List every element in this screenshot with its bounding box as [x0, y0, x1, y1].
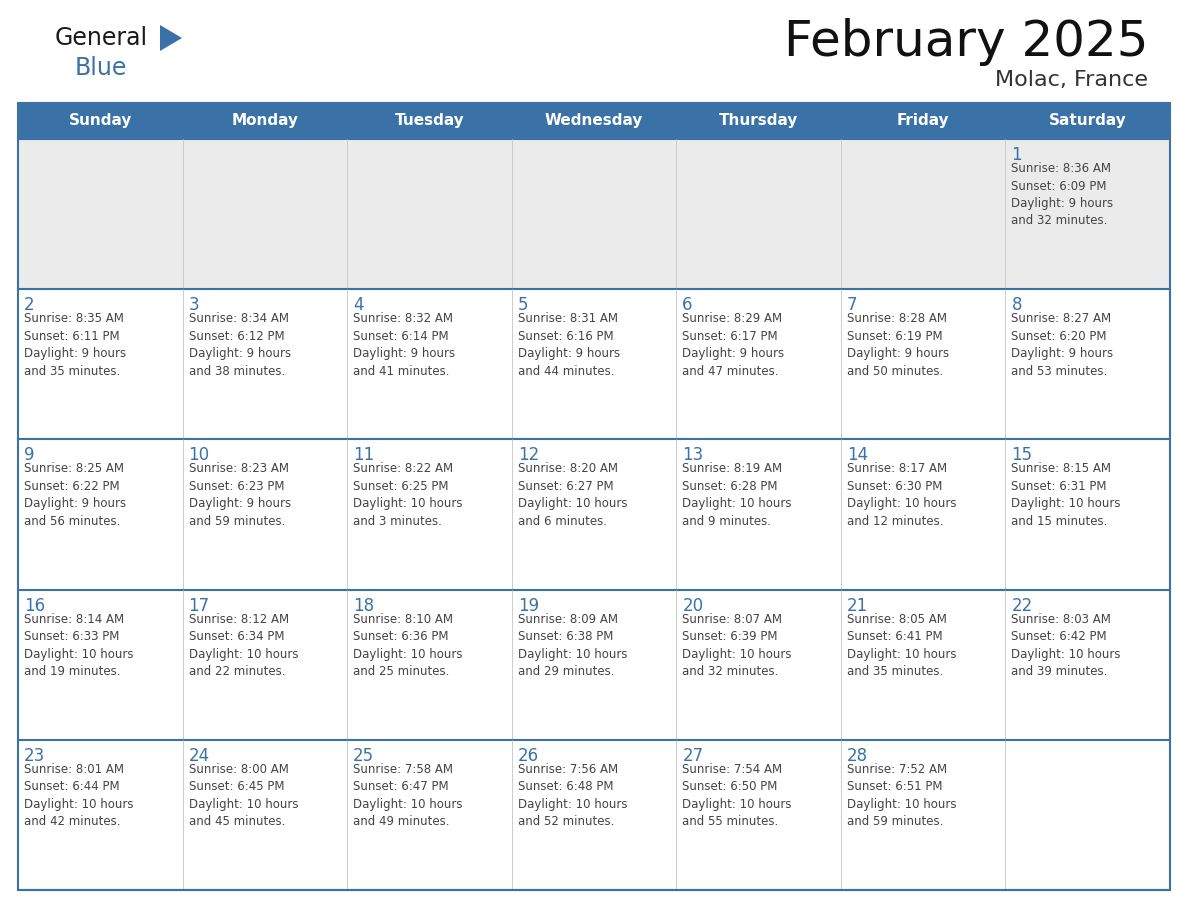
Text: 3: 3: [189, 297, 200, 314]
Text: Friday: Friday: [897, 114, 949, 129]
Bar: [18, 103, 1170, 139]
Text: Molac, France: Molac, France: [996, 70, 1148, 90]
Text: 1: 1: [1011, 146, 1022, 164]
Text: Sunrise: 8:17 AM
Sunset: 6:30 PM
Daylight: 10 hours
and 12 minutes.: Sunrise: 8:17 AM Sunset: 6:30 PM Dayligh…: [847, 463, 956, 528]
Text: Thursday: Thursday: [719, 114, 798, 129]
Text: Sunday: Sunday: [69, 114, 132, 129]
Text: Sunrise: 8:25 AM
Sunset: 6:22 PM
Daylight: 9 hours
and 56 minutes.: Sunrise: 8:25 AM Sunset: 6:22 PM Dayligh…: [24, 463, 126, 528]
Text: Sunrise: 8:03 AM
Sunset: 6:42 PM
Daylight: 10 hours
and 39 minutes.: Sunrise: 8:03 AM Sunset: 6:42 PM Dayligh…: [1011, 612, 1121, 678]
Text: 22: 22: [1011, 597, 1032, 614]
Text: Sunrise: 8:29 AM
Sunset: 6:17 PM
Daylight: 9 hours
and 47 minutes.: Sunrise: 8:29 AM Sunset: 6:17 PM Dayligh…: [682, 312, 784, 377]
Text: 9: 9: [24, 446, 34, 465]
Bar: [18, 589, 1170, 740]
Text: Sunrise: 8:14 AM
Sunset: 6:33 PM
Daylight: 10 hours
and 19 minutes.: Sunrise: 8:14 AM Sunset: 6:33 PM Dayligh…: [24, 612, 133, 678]
Text: Sunrise: 7:54 AM
Sunset: 6:50 PM
Daylight: 10 hours
and 55 minutes.: Sunrise: 7:54 AM Sunset: 6:50 PM Dayligh…: [682, 763, 791, 828]
Text: 8: 8: [1011, 297, 1022, 314]
Text: Sunrise: 7:52 AM
Sunset: 6:51 PM
Daylight: 10 hours
and 59 minutes.: Sunrise: 7:52 AM Sunset: 6:51 PM Dayligh…: [847, 763, 956, 828]
Text: Sunrise: 8:31 AM
Sunset: 6:16 PM
Daylight: 9 hours
and 44 minutes.: Sunrise: 8:31 AM Sunset: 6:16 PM Dayligh…: [518, 312, 620, 377]
Text: 10: 10: [189, 446, 210, 465]
Text: Sunrise: 8:19 AM
Sunset: 6:28 PM
Daylight: 10 hours
and 9 minutes.: Sunrise: 8:19 AM Sunset: 6:28 PM Dayligh…: [682, 463, 791, 528]
Text: 4: 4: [353, 297, 364, 314]
Text: Saturday: Saturday: [1049, 114, 1126, 129]
Text: Sunrise: 8:01 AM
Sunset: 6:44 PM
Daylight: 10 hours
and 42 minutes.: Sunrise: 8:01 AM Sunset: 6:44 PM Dayligh…: [24, 763, 133, 828]
Bar: [18, 103, 1170, 890]
Text: Sunrise: 8:15 AM
Sunset: 6:31 PM
Daylight: 10 hours
and 15 minutes.: Sunrise: 8:15 AM Sunset: 6:31 PM Dayligh…: [1011, 463, 1121, 528]
Text: Sunrise: 7:58 AM
Sunset: 6:47 PM
Daylight: 10 hours
and 49 minutes.: Sunrise: 7:58 AM Sunset: 6:47 PM Dayligh…: [353, 763, 462, 828]
Text: 12: 12: [518, 446, 539, 465]
Text: 6: 6: [682, 297, 693, 314]
Text: Sunrise: 8:20 AM
Sunset: 6:27 PM
Daylight: 10 hours
and 6 minutes.: Sunrise: 8:20 AM Sunset: 6:27 PM Dayligh…: [518, 463, 627, 528]
Bar: [18, 740, 1170, 890]
Text: Sunrise: 8:32 AM
Sunset: 6:14 PM
Daylight: 9 hours
and 41 minutes.: Sunrise: 8:32 AM Sunset: 6:14 PM Dayligh…: [353, 312, 455, 377]
Text: 17: 17: [189, 597, 210, 614]
Text: 5: 5: [518, 297, 529, 314]
Bar: [18, 289, 1170, 440]
Bar: [18, 440, 1170, 589]
Text: 11: 11: [353, 446, 374, 465]
Text: 26: 26: [518, 747, 539, 765]
Text: Sunrise: 8:05 AM
Sunset: 6:41 PM
Daylight: 10 hours
and 35 minutes.: Sunrise: 8:05 AM Sunset: 6:41 PM Dayligh…: [847, 612, 956, 678]
Text: Sunrise: 8:34 AM
Sunset: 6:12 PM
Daylight: 9 hours
and 38 minutes.: Sunrise: 8:34 AM Sunset: 6:12 PM Dayligh…: [189, 312, 291, 377]
Text: 19: 19: [518, 597, 539, 614]
Text: General: General: [55, 26, 148, 50]
Bar: [18, 139, 1170, 289]
Text: 18: 18: [353, 597, 374, 614]
Text: 24: 24: [189, 747, 210, 765]
Text: 15: 15: [1011, 446, 1032, 465]
Text: Wednesday: Wednesday: [545, 114, 643, 129]
Text: Sunrise: 8:27 AM
Sunset: 6:20 PM
Daylight: 9 hours
and 53 minutes.: Sunrise: 8:27 AM Sunset: 6:20 PM Dayligh…: [1011, 312, 1113, 377]
Text: Sunrise: 8:10 AM
Sunset: 6:36 PM
Daylight: 10 hours
and 25 minutes.: Sunrise: 8:10 AM Sunset: 6:36 PM Dayligh…: [353, 612, 462, 678]
Text: Blue: Blue: [75, 56, 127, 80]
Text: 23: 23: [24, 747, 45, 765]
Text: Sunrise: 8:36 AM
Sunset: 6:09 PM
Daylight: 9 hours
and 32 minutes.: Sunrise: 8:36 AM Sunset: 6:09 PM Dayligh…: [1011, 162, 1113, 228]
Text: Monday: Monday: [232, 114, 298, 129]
Text: 21: 21: [847, 597, 868, 614]
Text: Sunrise: 8:23 AM
Sunset: 6:23 PM
Daylight: 9 hours
and 59 minutes.: Sunrise: 8:23 AM Sunset: 6:23 PM Dayligh…: [189, 463, 291, 528]
Text: Sunrise: 8:22 AM
Sunset: 6:25 PM
Daylight: 10 hours
and 3 minutes.: Sunrise: 8:22 AM Sunset: 6:25 PM Dayligh…: [353, 463, 462, 528]
Text: Sunrise: 8:07 AM
Sunset: 6:39 PM
Daylight: 10 hours
and 32 minutes.: Sunrise: 8:07 AM Sunset: 6:39 PM Dayligh…: [682, 612, 791, 678]
Text: 25: 25: [353, 747, 374, 765]
Text: 20: 20: [682, 597, 703, 614]
Text: Sunrise: 8:00 AM
Sunset: 6:45 PM
Daylight: 10 hours
and 45 minutes.: Sunrise: 8:00 AM Sunset: 6:45 PM Dayligh…: [189, 763, 298, 828]
Text: 13: 13: [682, 446, 703, 465]
Text: 2: 2: [24, 297, 34, 314]
Text: Sunrise: 8:09 AM
Sunset: 6:38 PM
Daylight: 10 hours
and 29 minutes.: Sunrise: 8:09 AM Sunset: 6:38 PM Dayligh…: [518, 612, 627, 678]
Polygon shape: [160, 25, 182, 51]
Text: Sunrise: 8:12 AM
Sunset: 6:34 PM
Daylight: 10 hours
and 22 minutes.: Sunrise: 8:12 AM Sunset: 6:34 PM Dayligh…: [189, 612, 298, 678]
Text: Tuesday: Tuesday: [394, 114, 465, 129]
Text: 16: 16: [24, 597, 45, 614]
Text: February 2025: February 2025: [784, 18, 1148, 66]
Text: 28: 28: [847, 747, 868, 765]
Text: Sunrise: 7:56 AM
Sunset: 6:48 PM
Daylight: 10 hours
and 52 minutes.: Sunrise: 7:56 AM Sunset: 6:48 PM Dayligh…: [518, 763, 627, 828]
Text: 14: 14: [847, 446, 868, 465]
Text: 27: 27: [682, 747, 703, 765]
Text: 7: 7: [847, 297, 858, 314]
Text: Sunrise: 8:28 AM
Sunset: 6:19 PM
Daylight: 9 hours
and 50 minutes.: Sunrise: 8:28 AM Sunset: 6:19 PM Dayligh…: [847, 312, 949, 377]
Text: Sunrise: 8:35 AM
Sunset: 6:11 PM
Daylight: 9 hours
and 35 minutes.: Sunrise: 8:35 AM Sunset: 6:11 PM Dayligh…: [24, 312, 126, 377]
